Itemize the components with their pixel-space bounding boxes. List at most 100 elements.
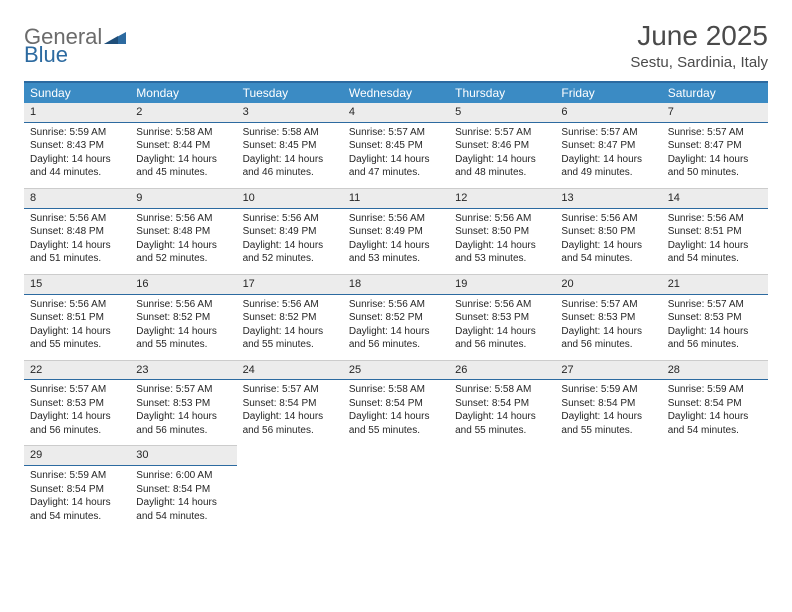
day-body: Sunrise: 5:58 AMSunset: 8:44 PMDaylight:… <box>130 123 236 188</box>
day-body: Sunrise: 5:56 AMSunset: 8:50 PMDaylight:… <box>449 209 555 274</box>
sunrise-line: Sunrise: 5:56 AM <box>136 212 230 226</box>
calendar-day-cell: 10 Sunrise: 5:56 AMSunset: 8:49 PMDayligh… <box>237 188 343 274</box>
calendar-day-cell: 17Sunrise: 5:56 AMSunset: 8:52 PMDayligh… <box>237 274 343 360</box>
day-number: 24 <box>237 361 343 381</box>
sunset-line: Sunset: 8:54 PM <box>243 397 337 411</box>
calendar-day-cell: 2Sunrise: 5:58 AMSunset: 8:44 PMDaylight… <box>130 103 236 188</box>
calendar-day-cell <box>237 446 343 531</box>
sunset-line: Sunset: 8:54 PM <box>561 397 655 411</box>
logo: General Blue <box>24 26 126 66</box>
sunrise-line: Sunrise: 5:59 AM <box>561 383 655 397</box>
day-number: 28 <box>662 361 768 381</box>
day-body: Sunrise: 5:57 AMSunset: 8:47 PMDaylight:… <box>555 123 661 188</box>
sunset-line: Sunset: 8:48 PM <box>30 225 124 239</box>
day-number: 19 <box>449 275 555 295</box>
sunset-line: Sunset: 8:50 PM <box>455 225 549 239</box>
sunrise-line: Sunrise: 5:56 AM <box>561 212 655 226</box>
day-body: Sunrise: 5:56 AMSunset: 8:49 PMDaylight:… <box>343 209 449 274</box>
daylight-line: Daylight: 14 hours and 55 minutes. <box>349 410 443 437</box>
daylight-line: Daylight: 14 hours and 54 minutes. <box>668 410 762 437</box>
calendar-day-cell: 20Sunrise: 5:57 AMSunset: 8:53 PMDayligh… <box>555 274 661 360</box>
sunrise-line: Sunrise: 5:56 AM <box>30 212 124 226</box>
day-body: Sunrise: 5:57 AMSunset: 8:45 PMDaylight:… <box>343 123 449 188</box>
day-body: Sunrise: 5:57 AMSunset: 8:54 PMDaylight:… <box>237 380 343 445</box>
day-number: 27 <box>555 361 661 381</box>
calendar-day-cell: 7Sunrise: 5:57 AMSunset: 8:47 PMDaylight… <box>662 103 768 188</box>
daylight-line: Daylight: 14 hours and 55 minutes. <box>30 325 124 352</box>
sunset-line: Sunset: 8:54 PM <box>668 397 762 411</box>
weekday-header-row: Sunday Monday Tuesday Wednesday Thursday… <box>24 82 768 103</box>
day-body: Sunrise: 5:59 AMSunset: 8:54 PMDaylight:… <box>24 466 130 531</box>
day-body: Sunrise: 5:57 AMSunset: 8:53 PMDaylight:… <box>662 295 768 360</box>
day-number: 17 <box>237 275 343 295</box>
day-body: Sunrise: 5:59 AMSunset: 8:54 PMDaylight:… <box>555 380 661 445</box>
daylight-line: Daylight: 14 hours and 53 minutes. <box>349 239 443 266</box>
day-number: 26 <box>449 361 555 381</box>
day-number: 23 <box>130 361 236 381</box>
day-number: 4 <box>343 103 449 123</box>
sunset-line: Sunset: 8:49 PM <box>243 225 337 239</box>
sunrise-line: Sunrise: 5:56 AM <box>243 212 337 226</box>
sunset-line: Sunset: 8:45 PM <box>243 139 337 153</box>
sunset-line: Sunset: 8:54 PM <box>349 397 443 411</box>
sunset-line: Sunset: 8:44 PM <box>136 139 230 153</box>
day-number: 10 <box>237 189 343 209</box>
calendar-day-cell: 6Sunrise: 5:57 AMSunset: 8:47 PMDaylight… <box>555 103 661 188</box>
sunrise-line: Sunrise: 5:58 AM <box>243 126 337 140</box>
day-number: 25 <box>343 361 449 381</box>
calendar-day-cell: 22Sunrise: 5:57 AMSunset: 8:53 PMDayligh… <box>24 360 130 446</box>
logo-mark-icon <box>104 30 126 44</box>
calendar-day-cell: 16Sunrise: 5:56 AMSunset: 8:52 PMDayligh… <box>130 274 236 360</box>
sunrise-line: Sunrise: 6:00 AM <box>136 469 230 483</box>
location-subtitle: Sestu, Sardinia, Italy <box>630 54 768 71</box>
daylight-line: Daylight: 14 hours and 52 minutes. <box>136 239 230 266</box>
sunrise-line: Sunrise: 5:57 AM <box>349 126 443 140</box>
calendar-week-row: 8Sunrise: 5:56 AMSunset: 8:48 PMDaylight… <box>24 188 768 274</box>
day-body: Sunrise: 5:57 AMSunset: 8:53 PMDaylight:… <box>24 380 130 445</box>
sunrise-line: Sunrise: 5:57 AM <box>561 298 655 312</box>
day-body: Sunrise: 5:56 AMSunset: 8:52 PMDaylight:… <box>343 295 449 360</box>
calendar-day-cell: 29Sunrise: 5:59 AMSunset: 8:54 PMDayligh… <box>24 446 130 531</box>
day-body: Sunrise: 5:58 AMSunset: 8:54 PMDaylight:… <box>449 380 555 445</box>
weekday-header: Sunday <box>24 82 130 103</box>
daylight-line: Daylight: 14 hours and 47 minutes. <box>349 153 443 180</box>
daylight-line: Daylight: 14 hours and 53 minutes. <box>455 239 549 266</box>
sunrise-line: Sunrise: 5:57 AM <box>668 126 762 140</box>
day-number: 30 <box>130 446 236 466</box>
daylight-line: Daylight: 14 hours and 48 minutes. <box>455 153 549 180</box>
calendar-day-cell: 27Sunrise: 5:59 AMSunset: 8:54 PMDayligh… <box>555 360 661 446</box>
sunset-line: Sunset: 8:54 PM <box>30 483 124 497</box>
sunrise-line: Sunrise: 5:57 AM <box>136 383 230 397</box>
weekday-header: Monday <box>130 82 236 103</box>
day-number: 20 <box>555 275 661 295</box>
daylight-line: Daylight: 14 hours and 49 minutes. <box>561 153 655 180</box>
daylight-line: Daylight: 14 hours and 56 minutes. <box>668 325 762 352</box>
sunset-line: Sunset: 8:54 PM <box>136 483 230 497</box>
day-body: Sunrise: 5:56 AMSunset: 8:52 PMDaylight:… <box>237 295 343 360</box>
calendar-day-cell: 23Sunrise: 5:57 AMSunset: 8:53 PMDayligh… <box>130 360 236 446</box>
sunrise-line: Sunrise: 5:57 AM <box>455 126 549 140</box>
daylight-line: Daylight: 14 hours and 44 minutes. <box>30 153 124 180</box>
daylight-line: Daylight: 14 hours and 45 minutes. <box>136 153 230 180</box>
day-number: 1 <box>24 103 130 123</box>
sunrise-line: Sunrise: 5:56 AM <box>668 212 762 226</box>
sunrise-line: Sunrise: 5:56 AM <box>455 298 549 312</box>
calendar-week-row: 15Sunrise: 5:56 AMSunset: 8:51 PMDayligh… <box>24 274 768 360</box>
sunset-line: Sunset: 8:46 PM <box>455 139 549 153</box>
sunrise-line: Sunrise: 5:57 AM <box>668 298 762 312</box>
daylight-line: Daylight: 14 hours and 54 minutes. <box>561 239 655 266</box>
day-body: Sunrise: 5:56 AMSunset: 8:48 PMDaylight:… <box>130 209 236 274</box>
day-number: 5 <box>449 103 555 123</box>
calendar-day-cell <box>555 446 661 531</box>
day-body: Sunrise: 5:59 AMSunset: 8:54 PMDaylight:… <box>662 380 768 445</box>
day-number: 29 <box>24 446 130 466</box>
calendar-day-cell: 5 Sunrise: 5:57 AMSunset: 8:46 PMDaylight… <box>449 103 555 188</box>
daylight-line: Daylight: 14 hours and 52 minutes. <box>243 239 337 266</box>
calendar-day-cell: 21Sunrise: 5:57 AMSunset: 8:53 PMDayligh… <box>662 274 768 360</box>
calendar-day-cell: 19Sunrise: 5:56 AMSunset: 8:53 PMDayligh… <box>449 274 555 360</box>
weekday-header: Friday <box>555 82 661 103</box>
sunrise-line: Sunrise: 5:59 AM <box>30 126 124 140</box>
sunrise-line: Sunrise: 5:57 AM <box>30 383 124 397</box>
calendar-week-row: 22Sunrise: 5:57 AMSunset: 8:53 PMDayligh… <box>24 360 768 446</box>
calendar-day-cell: 13Sunrise: 5:56 AMSunset: 8:50 PMDayligh… <box>555 188 661 274</box>
